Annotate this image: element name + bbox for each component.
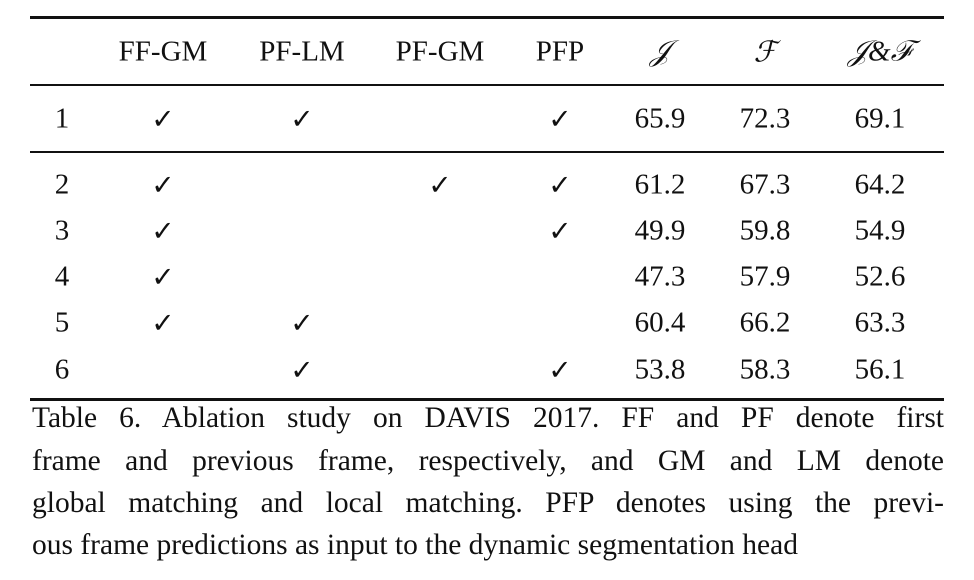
check-mark: ✓ (548, 168, 572, 202)
check-mark: ✓ (548, 353, 572, 387)
check-mark: ✓ (548, 214, 572, 248)
score-cell: 59.8 (739, 214, 791, 247)
caption-line: frame and previous frame, respectively, … (32, 445, 944, 477)
header-rule (30, 84, 944, 86)
caption-line: Table 6. Ablation study on DAVIS 2017. F… (32, 402, 944, 434)
score-cell: 52.6 (854, 260, 906, 293)
score-cell: 54.9 (854, 214, 906, 247)
score-cell: 47.3 (634, 260, 686, 293)
column-header: PF-GM (395, 35, 485, 68)
score-cell: 72.3 (739, 102, 791, 135)
score-cell: 61.2 (634, 168, 686, 201)
check-mark: ✓ (290, 306, 314, 340)
top-rule (30, 16, 944, 19)
column-header: PFP (535, 35, 585, 68)
score-cell: 63.3 (854, 306, 906, 339)
caption-line: global matching and local matching. PFP … (32, 487, 944, 519)
column-header: ℱ (753, 36, 777, 69)
column-header: PF-LM (259, 35, 345, 68)
column-header: 𝒥 (649, 35, 671, 68)
score-cell: 58.3 (739, 353, 791, 386)
mid-rule (30, 151, 944, 153)
check-mark: ✓ (151, 102, 175, 136)
score-cell: 64.2 (854, 168, 906, 201)
check-mark: ✓ (428, 168, 452, 202)
score-cell: 49.9 (634, 214, 686, 247)
row-label: 4 (54, 260, 70, 293)
score-cell: 65.9 (634, 102, 686, 135)
check-mark: ✓ (151, 214, 175, 248)
check-mark: ✓ (290, 102, 314, 136)
row-label: 6 (54, 353, 70, 386)
row-label: 3 (54, 214, 70, 247)
row-label: 5 (54, 306, 70, 339)
check-mark: ✓ (151, 306, 175, 340)
column-header: FF-GM (118, 35, 208, 68)
row-label: 1 (54, 102, 70, 135)
score-cell: 67.3 (739, 168, 791, 201)
row-label: 2 (54, 168, 70, 201)
check-mark: ✓ (548, 102, 572, 136)
score-cell: 66.2 (739, 306, 791, 339)
check-mark: ✓ (290, 353, 314, 387)
check-mark: ✓ (151, 168, 175, 202)
check-mark: ✓ (151, 260, 175, 294)
score-cell: 60.4 (634, 306, 686, 339)
bottom-rule (30, 398, 944, 401)
score-cell: 53.8 (634, 353, 686, 386)
score-cell: 57.9 (739, 260, 791, 293)
score-cell: 56.1 (854, 353, 906, 386)
column-header: 𝒥&ℱ (848, 35, 912, 68)
caption-line: ous frame predictions as input to the dy… (32, 529, 798, 561)
score-cell: 69.1 (854, 102, 906, 135)
